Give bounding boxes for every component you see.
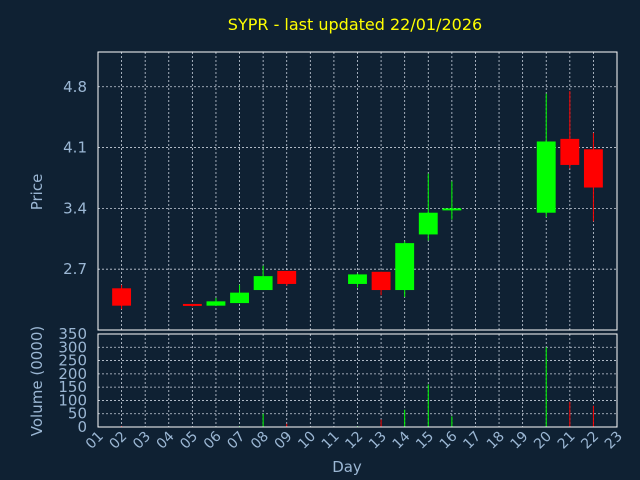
price-grid xyxy=(97,52,618,330)
x-tick-label: 23 xyxy=(602,429,626,453)
volume-grid xyxy=(97,333,618,428)
price-tick-label: 2.7 xyxy=(63,260,87,278)
volume-bars-layer xyxy=(121,347,594,427)
volume-tick-label: 300 xyxy=(58,338,87,356)
candle-body xyxy=(112,288,132,306)
volume-panel-frame xyxy=(97,333,618,428)
x-tick-label: 06 xyxy=(201,428,225,452)
candle-body xyxy=(253,276,273,291)
candle-body xyxy=(206,301,226,306)
x-tick-label: 13 xyxy=(366,429,390,453)
volume-tick-label: 50 xyxy=(68,405,87,423)
x-tick-label: 18 xyxy=(484,429,508,453)
x-tick-label: 09 xyxy=(272,429,296,453)
price-axis-ticks: 2.7 3.4 4.1 4.8 xyxy=(63,78,87,278)
price-tick-label: 4.8 xyxy=(63,78,87,96)
volume-tick-label: 150 xyxy=(58,378,87,396)
x-tick-label: 22 xyxy=(578,429,602,453)
x-tick-label: 02 xyxy=(106,429,130,453)
x-tick-label: 10 xyxy=(295,429,319,453)
x-tick-label: 08 xyxy=(248,429,272,453)
x-tick-label: 20 xyxy=(531,429,555,453)
candle-body xyxy=(560,138,580,165)
x-tick-label: 21 xyxy=(555,429,579,453)
price-panel-frame xyxy=(97,51,618,331)
candle-body xyxy=(230,292,249,304)
x-tick-label: 07 xyxy=(224,429,248,453)
volume-tick-label: 200 xyxy=(58,365,87,383)
price-axis-label: Price xyxy=(28,174,46,211)
x-axis-label: Day xyxy=(332,458,362,476)
candle-body xyxy=(348,274,367,284)
volume-tick-label: 350 xyxy=(58,325,87,343)
x-tick-label: 12 xyxy=(342,429,366,453)
x-tick-label: 04 xyxy=(154,428,178,452)
candle-body xyxy=(182,303,202,306)
candle-body xyxy=(536,141,556,213)
candle-body xyxy=(442,208,462,211)
x-axis-ticks: 01 02 03 04 05 06 07 08 09 10 11 12 13 14 15 16 17 18 19 20… xyxy=(83,428,626,452)
x-tick-label: 03 xyxy=(130,429,154,453)
x-tick-label: 11 xyxy=(319,429,343,453)
candle-body xyxy=(371,271,391,291)
price-tick-label: 4.1 xyxy=(63,139,87,157)
candle-body xyxy=(418,212,438,235)
x-tick-label: 19 xyxy=(508,429,532,453)
x-tick-label: 14 xyxy=(390,428,414,452)
volume-tick-label: 250 xyxy=(58,352,87,370)
x-tick-label: 16 xyxy=(437,428,461,452)
candle-body xyxy=(395,243,415,291)
volume-tick-label: 0 xyxy=(77,418,87,436)
price-tick-label: 3.4 xyxy=(63,199,87,217)
candles-layer xyxy=(112,91,603,310)
chart-title: SYPR - last updated 22/01/2026 xyxy=(228,15,482,34)
volume-tick-label: 100 xyxy=(58,391,87,409)
candle-body xyxy=(277,270,297,284)
candle-body xyxy=(583,149,603,188)
x-tick-label: 15 xyxy=(413,429,437,453)
volume-axis-label: Volume (0000) xyxy=(28,326,46,436)
x-tick-label: 05 xyxy=(177,429,201,453)
x-tick-label: 17 xyxy=(460,429,484,453)
